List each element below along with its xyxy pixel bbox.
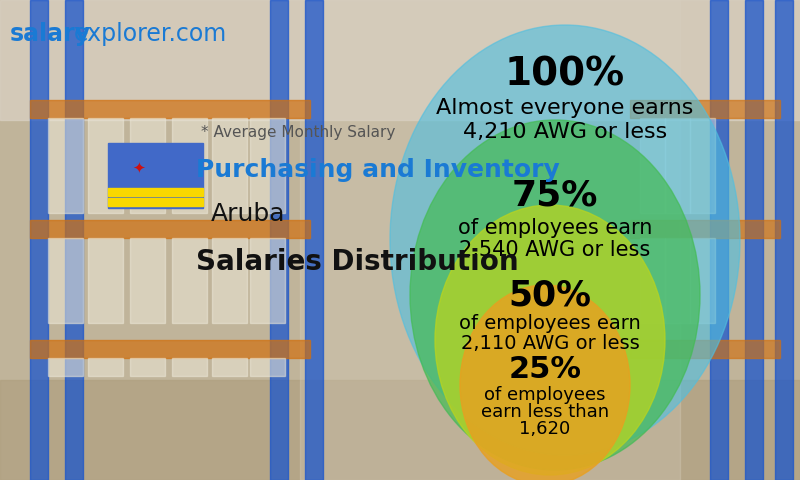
- Bar: [130, 358, 165, 376]
- Text: Purchasing and Inventory: Purchasing and Inventory: [196, 158, 560, 182]
- Bar: [665, 118, 690, 213]
- Bar: [630, 340, 780, 358]
- Bar: [0, 0, 800, 120]
- Bar: [172, 238, 207, 323]
- Bar: [250, 358, 285, 376]
- Text: 75%: 75%: [512, 178, 598, 212]
- Text: 2,110 AWG or less: 2,110 AWG or less: [461, 334, 639, 353]
- Bar: [270, 0, 288, 480]
- Text: Almost everyone earns: Almost everyone earns: [436, 98, 694, 118]
- Bar: [300, 0, 680, 480]
- Bar: [172, 118, 207, 213]
- Bar: [690, 238, 715, 323]
- Text: of employees earn: of employees earn: [459, 314, 641, 333]
- Bar: [0, 380, 800, 480]
- Bar: [88, 118, 123, 213]
- Text: * Average Monthly Salary: * Average Monthly Salary: [201, 124, 395, 140]
- Bar: [250, 238, 285, 323]
- Text: 1,620: 1,620: [519, 420, 570, 438]
- Ellipse shape: [460, 285, 630, 480]
- Bar: [130, 118, 165, 213]
- Bar: [305, 0, 323, 480]
- Text: Salaries Distribution: Salaries Distribution: [196, 248, 518, 276]
- Bar: [48, 238, 83, 323]
- Bar: [212, 118, 247, 213]
- Text: ✦: ✦: [132, 160, 145, 175]
- Bar: [630, 220, 780, 238]
- Bar: [172, 358, 207, 376]
- Bar: [108, 143, 203, 208]
- Bar: [250, 118, 285, 213]
- Text: 50%: 50%: [509, 278, 591, 312]
- Bar: [212, 358, 247, 376]
- Bar: [775, 0, 793, 480]
- Bar: [640, 238, 665, 323]
- Text: salary: salary: [10, 22, 91, 46]
- Bar: [48, 358, 83, 376]
- Text: earn less than: earn less than: [481, 403, 609, 421]
- Text: 4,210 AWG or less: 4,210 AWG or less: [463, 122, 667, 142]
- Text: of employees earn: of employees earn: [458, 218, 652, 238]
- Text: Aruba: Aruba: [211, 202, 286, 226]
- Text: of employees: of employees: [484, 386, 606, 404]
- Bar: [690, 118, 715, 213]
- Ellipse shape: [435, 205, 665, 475]
- Bar: [745, 0, 763, 480]
- Bar: [30, 0, 48, 480]
- Text: 100%: 100%: [505, 55, 625, 93]
- Bar: [108, 188, 203, 196]
- Text: 25%: 25%: [509, 355, 582, 384]
- Bar: [88, 238, 123, 323]
- Bar: [48, 118, 83, 213]
- Bar: [665, 238, 690, 323]
- Bar: [108, 198, 203, 206]
- Bar: [212, 238, 247, 323]
- Text: explorer.com: explorer.com: [74, 22, 227, 46]
- Ellipse shape: [410, 120, 700, 470]
- Bar: [710, 0, 728, 480]
- Bar: [30, 220, 310, 238]
- Bar: [65, 0, 83, 480]
- Bar: [30, 100, 310, 118]
- Text: 2,540 AWG or less: 2,540 AWG or less: [459, 240, 650, 260]
- Bar: [130, 238, 165, 323]
- Bar: [30, 340, 310, 358]
- Ellipse shape: [390, 25, 740, 455]
- Bar: [640, 118, 665, 213]
- Bar: [630, 100, 780, 118]
- Bar: [88, 358, 123, 376]
